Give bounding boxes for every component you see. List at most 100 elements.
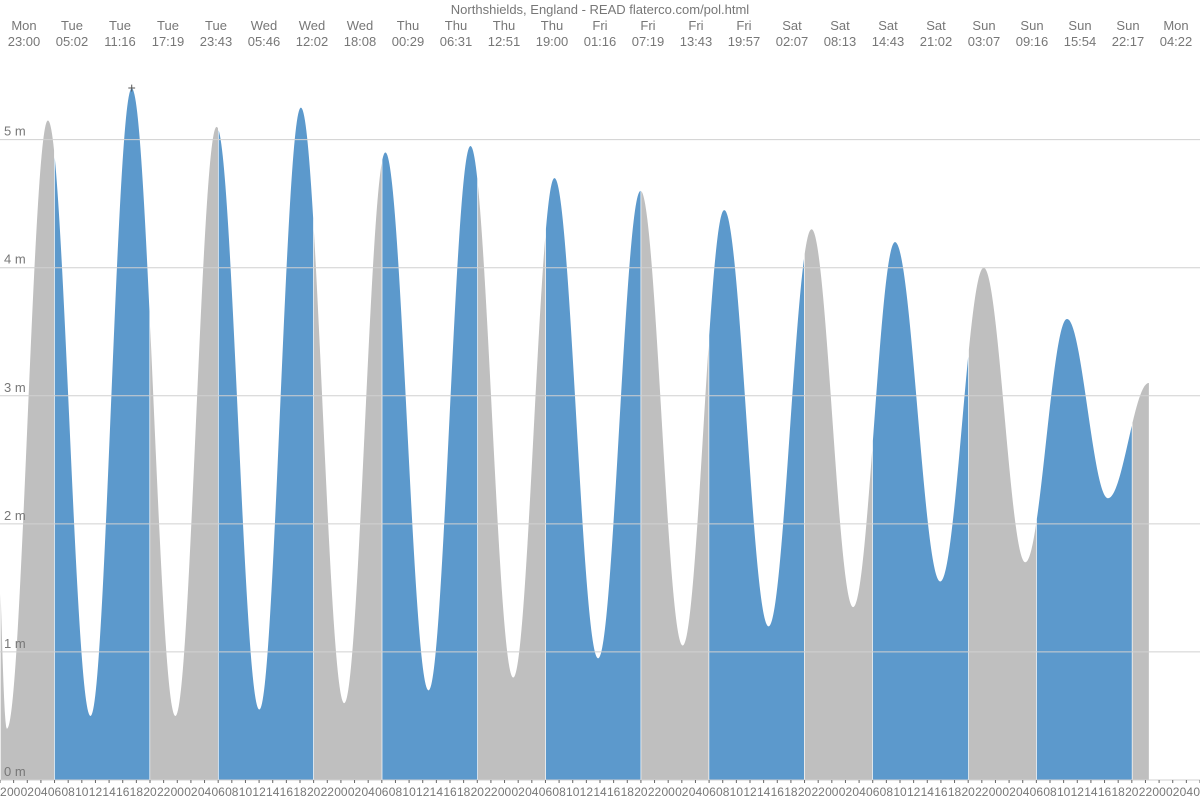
header-day: Wed [251, 18, 278, 33]
header-day: Thu [493, 18, 515, 33]
x-tick-label: 08 [552, 785, 566, 799]
header-time: 00:29 [392, 34, 425, 49]
x-tick-label: 12 [416, 785, 430, 799]
x-tick-label: 16 [934, 785, 948, 799]
header-day: Sun [1116, 18, 1139, 33]
header-time: 03:07 [968, 34, 1001, 49]
header-day: Fri [736, 18, 751, 33]
x-tick-label: 22 [1139, 785, 1153, 799]
x-tick-label: 10 [730, 785, 744, 799]
x-tick-label: 18 [621, 785, 635, 799]
header-time: 06:31 [440, 34, 473, 49]
x-tick-label: 14 [1084, 785, 1098, 799]
x-tick-label: 04 [852, 785, 866, 799]
x-tick-label: 06 [866, 785, 880, 799]
x-tick-label: 22 [0, 785, 7, 799]
x-tick-label: 18 [293, 785, 307, 799]
header-time: 15:54 [1064, 34, 1097, 49]
x-tick-label: 00 [989, 785, 1003, 799]
header-time: 14:43 [872, 34, 905, 49]
header-time: 23:43 [200, 34, 233, 49]
x-tick-label: 06 [1193, 785, 1200, 799]
x-tick-label: 12 [907, 785, 921, 799]
x-tick-label: 22 [975, 785, 989, 799]
x-tick-label: 16 [443, 785, 457, 799]
x-tick-label: 02 [1166, 785, 1180, 799]
chart-title: Northshields, England - READ flaterco.co… [451, 2, 750, 17]
x-tick-label: 20 [962, 785, 976, 799]
x-tick-label: 04 [34, 785, 48, 799]
x-tick-label: 20 [471, 785, 485, 799]
x-tick-label: 12 [580, 785, 594, 799]
tide-chart-svg: 0 m1 m2 m3 m4 m5 m+Northshields, England… [0, 0, 1200, 800]
x-tick-label: 14 [102, 785, 116, 799]
x-tick-label: 16 [771, 785, 785, 799]
header-time: 18:08 [344, 34, 377, 49]
y-tick-label: 0 m [4, 764, 26, 779]
x-tick-label: 00 [334, 785, 348, 799]
x-tick-label: 16 [607, 785, 621, 799]
x-tick-label: 20 [307, 785, 321, 799]
x-tick-label: 12 [1071, 785, 1085, 799]
header-time: 11:16 [104, 34, 136, 49]
header-day: Sat [878, 18, 898, 33]
header-day: Wed [299, 18, 326, 33]
header-day: Tue [157, 18, 179, 33]
header-time: 12:02 [296, 34, 329, 49]
y-tick-label: 1 m [4, 636, 26, 651]
x-tick-label: 02 [1002, 785, 1016, 799]
x-tick-label: 10 [239, 785, 253, 799]
x-tick-label: 04 [362, 785, 376, 799]
x-tick-label: 14 [593, 785, 607, 799]
header-day: Fri [640, 18, 655, 33]
x-tick-label: 20 [143, 785, 157, 799]
x-tick-label: 14 [757, 785, 771, 799]
x-tick-label: 02 [348, 785, 362, 799]
x-tick-label: 22 [812, 785, 826, 799]
x-tick-label: 00 [7, 785, 21, 799]
x-tick-label: 06 [212, 785, 226, 799]
x-tick-label: 16 [280, 785, 294, 799]
header-day: Thu [397, 18, 419, 33]
x-tick-label: 08 [62, 785, 76, 799]
header-day: Tue [205, 18, 227, 33]
x-tick-label: 00 [662, 785, 676, 799]
header-day: Sun [1068, 18, 1091, 33]
x-tick-label: 10 [402, 785, 416, 799]
x-tick-label: 18 [130, 785, 144, 799]
header-time: 17:19 [152, 34, 185, 49]
x-tick-label: 10 [566, 785, 580, 799]
header-day: Wed [347, 18, 374, 33]
y-tick-label: 5 m [4, 124, 26, 139]
header-day: Sat [830, 18, 850, 33]
x-tick-label: 02 [512, 785, 526, 799]
x-tick-label: 10 [893, 785, 907, 799]
x-tick-label: 18 [948, 785, 962, 799]
x-tick-label: 06 [1030, 785, 1044, 799]
x-tick-label: 18 [1112, 785, 1126, 799]
header-day: Thu [541, 18, 563, 33]
x-tick-label: 08 [389, 785, 403, 799]
header-day: Thu [445, 18, 467, 33]
x-tick-label: 04 [525, 785, 539, 799]
x-tick-label: 10 [75, 785, 89, 799]
header-day: Sat [926, 18, 946, 33]
x-tick-label: 22 [157, 785, 171, 799]
x-tick-label: 06 [702, 785, 716, 799]
x-tick-label: 04 [1180, 785, 1194, 799]
x-tick-label: 18 [784, 785, 798, 799]
x-tick-label: 08 [1043, 785, 1057, 799]
header-time: 22:17 [1112, 34, 1145, 49]
header-time: 05:02 [56, 34, 89, 49]
x-tick-label: 00 [498, 785, 512, 799]
x-tick-label: 02 [675, 785, 689, 799]
x-tick-label: 20 [1125, 785, 1139, 799]
x-tick-label: 12 [252, 785, 266, 799]
header-time: 02:07 [776, 34, 809, 49]
header-time: 07:19 [632, 34, 665, 49]
x-tick-label: 10 [1057, 785, 1071, 799]
x-tick-label: 12 [743, 785, 757, 799]
header-day: Tue [61, 18, 83, 33]
x-tick-label: 04 [198, 785, 212, 799]
x-tick-label: 02 [184, 785, 198, 799]
